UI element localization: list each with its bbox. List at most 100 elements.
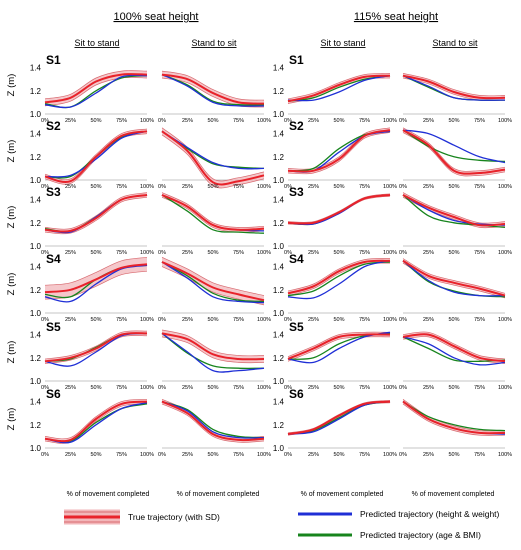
true-sd-lower [44, 196, 148, 235]
true-sd-upper [402, 127, 506, 172]
x-tick-label: 50% [333, 250, 344, 256]
x-tick-label: 0% [399, 385, 407, 391]
y-tick-label: 1.0 [30, 309, 42, 318]
y-tick-label: 1.4 [30, 196, 42, 205]
true-sd-band [162, 192, 264, 233]
true-trajectory-line [402, 333, 506, 363]
panel-s4-stand-to-sit-115: 0% 25% 50% 75% 100% [399, 258, 512, 323]
panel-s2-sit-to-stand-100: S20% 25% 50% 75% 100% [41, 119, 154, 190]
predicted-height-weight-line [161, 400, 265, 439]
x-tick-label: 100% [140, 118, 154, 124]
y-axis-label: Z (m) [6, 341, 17, 364]
x-tick-label: 100% [257, 317, 271, 323]
y-axis-label: Z (m) [6, 408, 17, 431]
x-tick-label: 0% [158, 184, 166, 190]
x-tick-label: 100% [383, 452, 397, 458]
x-tick-label: 100% [140, 250, 154, 256]
y-axis-label: Z (m) [6, 140, 17, 163]
x-tick-label: 25% [182, 385, 193, 391]
x-tick-label: 0% [284, 118, 292, 124]
x-tick-label: 75% [233, 452, 244, 458]
x-tick-label: 0% [158, 118, 166, 124]
panel-s4-sit-to-stand-115: S40% 25% 50% 75% 100% [284, 252, 397, 323]
x-tick-label: 0% [284, 385, 292, 391]
panel-s2-stand-to-sit-115: 0% 25% 50% 75% 100% [399, 127, 512, 190]
y-tick-label: 1.0 [273, 110, 285, 119]
predicted-height-weight-line [402, 336, 506, 366]
x-tick-label: 0% [284, 184, 292, 190]
panel-s5-stand-to-sit-115: 0% 25% 50% 75% 100% [399, 331, 512, 391]
x-tick-label: 0% [399, 184, 407, 190]
x-tick-label: 75% [359, 184, 370, 190]
x-tick-label: 0% [284, 452, 292, 458]
true-sd-upper [44, 398, 148, 440]
panel-s6-sit-to-stand-100: S60% 25% 50% 75% 100% [41, 387, 154, 458]
x-tick-label: 75% [116, 250, 127, 256]
y-tick-label: 1.2 [30, 354, 42, 363]
true-trajectory-line [161, 73, 265, 105]
x-tick-label: 50% [207, 118, 218, 124]
x-tick-label: 0% [284, 317, 292, 323]
y-tick-label: 1.4 [30, 263, 42, 272]
true-trajectory-line [44, 73, 148, 104]
predicted-height-weight-line [44, 74, 148, 109]
predicted-height-weight-line [287, 75, 391, 102]
y-tick-label: 1.0 [30, 377, 42, 386]
x-tick-label: 100% [257, 250, 271, 256]
x-tick-label: 50% [207, 385, 218, 391]
true-sd-upper [161, 192, 265, 228]
x-tick-label: 100% [257, 452, 271, 458]
subject-label: S1 [289, 53, 304, 67]
header-115-seat-height: 115% seat height [354, 11, 438, 23]
y-tick-label: 1.4 [273, 196, 285, 205]
x-tick-label: 50% [90, 118, 101, 124]
panel-s1-sit-to-stand-115: S1 0% 25% 50% 75% 100% [284, 53, 397, 124]
x-tick-label: 25% [182, 317, 193, 323]
y-tick-label: 1.4 [273, 64, 285, 73]
x-tick-label: 75% [474, 385, 485, 391]
x-tick-label: 75% [233, 317, 244, 323]
predicted-height-weight-line [161, 74, 265, 107]
y-tick-label: 1.0 [30, 444, 42, 453]
true-sd-lower [44, 335, 148, 364]
true-trajectory-line [44, 332, 148, 363]
true-sd-lower [402, 403, 506, 436]
true-trajectory-line [287, 194, 391, 225]
predicted-height-weight-line [44, 130, 148, 178]
true-sd-upper [44, 256, 148, 286]
x-tick-label: 100% [140, 317, 154, 323]
predicted-height-weight-line [44, 194, 148, 234]
x-tick-label: 100% [257, 118, 271, 124]
y-tick-label: 1.0 [273, 309, 285, 318]
x-tick-label: 0% [158, 250, 166, 256]
predicted-height-weight-line [287, 194, 391, 226]
true-trajectory-line [402, 259, 506, 297]
y-tick-label: 1.4 [273, 398, 285, 407]
x-tick-label: 75% [359, 317, 370, 323]
predicted-age-bmi-line [287, 75, 391, 102]
x-tick-label: 100% [383, 250, 397, 256]
x-tick-label: 25% [182, 184, 193, 190]
true-sd-upper [44, 128, 148, 180]
subheader-stand-to-sit-115: Stand to sit [432, 38, 478, 48]
panel-s6-sit-to-stand-115: S60% 25% 50% 75% 100% [284, 387, 397, 458]
subheader-sit-to-stand-100: Sit to stand [74, 38, 119, 48]
x-tick-label: 0% [158, 317, 166, 323]
x-tick-label: 25% [423, 385, 434, 391]
subject-label: S5 [46, 320, 61, 334]
predicted-height-weight-line [287, 130, 391, 173]
x-tick-label: 75% [233, 250, 244, 256]
x-tick-label: 75% [474, 118, 485, 124]
true-sd-lower [287, 132, 391, 175]
x-tick-label: 25% [308, 385, 319, 391]
x-tick-label: 75% [474, 317, 485, 323]
subject-label: S2 [289, 119, 304, 133]
x-tick-label: 25% [65, 452, 76, 458]
x-tick-label: 100% [383, 118, 397, 124]
true-sd-lower [287, 336, 391, 362]
subject-label: S4 [46, 252, 61, 266]
x-tick-label: 25% [65, 317, 76, 323]
legend: True trajectory (with SD) Predicted traj… [64, 509, 500, 540]
x-tick-label: 50% [333, 317, 344, 323]
y-tick-label: 1.2 [273, 153, 285, 162]
